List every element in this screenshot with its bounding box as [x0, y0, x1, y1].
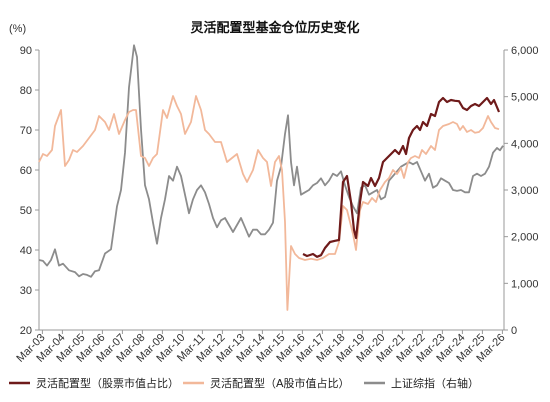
left-tick-label-2: 40 — [20, 245, 32, 257]
left-tick-label-3: 50 — [20, 205, 32, 217]
left-axis-unit: (%) — [9, 23, 26, 35]
right-tick-label-4: 4,000 — [511, 138, 539, 150]
left-tick-label-1: 30 — [20, 285, 32, 297]
right-tick-label-6: 6,000 — [511, 45, 539, 57]
series-line-2 — [38, 44, 504, 278]
chart-title: 灵活配置型基金仓位历史变化 — [190, 20, 359, 36]
plot-area: 20 30 40 50 60 70 80 90 0 1,000 2,000 3,000 4,000 5,0… — [14, 44, 539, 365]
left-tick-label-5: 70 — [20, 125, 32, 137]
series-line-1 — [38, 95, 500, 311]
legend-label-1: 灵活配置型（A股市值占比） — [210, 376, 350, 390]
left-tick-label-6: 80 — [20, 85, 32, 97]
right-tick-label-2: 2,000 — [511, 232, 539, 244]
right-tick-label-3: 3,000 — [511, 185, 539, 197]
left-tick-label-4: 60 — [20, 165, 32, 177]
right-tick-label-5: 5,000 — [511, 92, 539, 104]
legend: 灵活配置型（股票市值占比） 灵活配置型（A股市值占比） 上证综指（右轴） — [9, 376, 479, 390]
right-tick-label-0: 0 — [511, 325, 517, 337]
left-tick-label-7: 90 — [20, 45, 32, 57]
legend-label-2: 上证综指（右轴） — [391, 376, 479, 390]
left-tick-label-0: 20 — [20, 325, 32, 337]
legend-label-0: 灵活配置型（股票市值占比） — [36, 376, 179, 390]
series-line-0 — [302, 96, 501, 258]
right-tick-label-1: 1,000 — [511, 278, 539, 290]
